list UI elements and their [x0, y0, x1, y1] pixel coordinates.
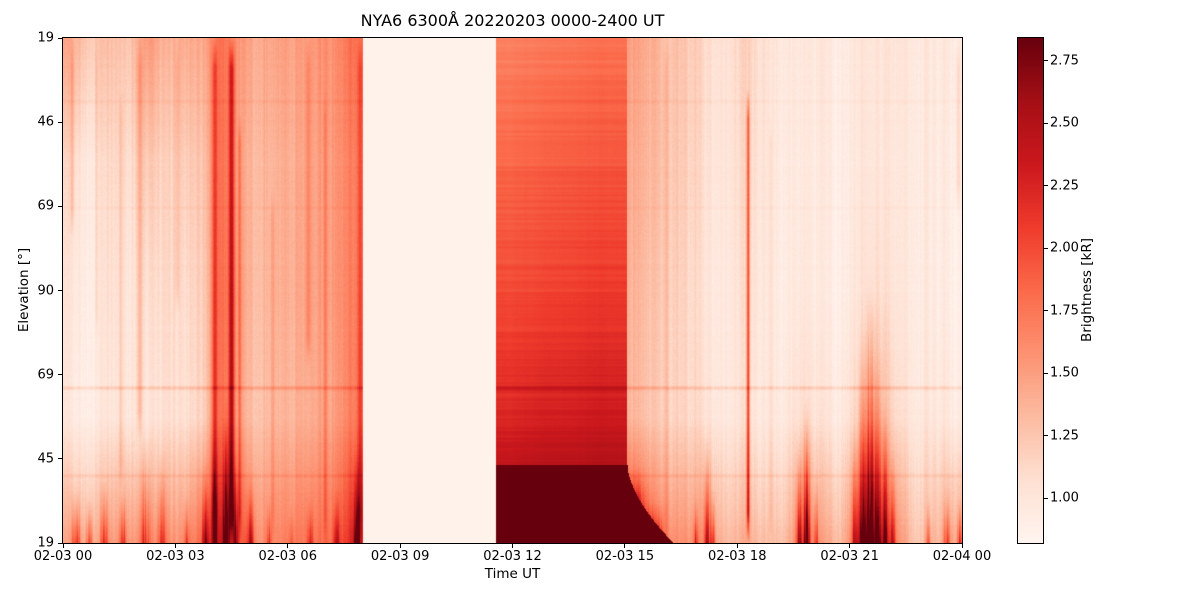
- colorbar-tick-label: 2.50: [1050, 115, 1079, 131]
- x-tick-label: 02-03 18: [708, 549, 767, 564]
- colorbar-tick-label: 1.75: [1050, 303, 1079, 318]
- y-tick-label: 19: [37, 30, 54, 46]
- colorbar-tick-label: 2.75: [1050, 53, 1079, 68]
- x-tick-mark: [399, 544, 401, 548]
- colorbar-tick-label: 2.00: [1050, 240, 1079, 256]
- colorbar-tick-label: 2.25: [1050, 178, 1079, 193]
- y-tick-mark: [58, 121, 62, 123]
- x-tick-label: 02-03 15: [595, 549, 655, 564]
- x-tick-mark: [624, 544, 626, 548]
- colorbar-tick-mark: [1044, 372, 1048, 374]
- x-tick-label: 02-03 00: [33, 549, 93, 564]
- y-tick-label: 46: [37, 114, 54, 130]
- x-tick-label: 02-03 06: [258, 549, 317, 564]
- colorbar-tick-label: 1.50: [1050, 365, 1079, 381]
- x-tick-label: 02-03 09: [370, 549, 430, 564]
- colorbar-tick-mark: [1044, 122, 1048, 124]
- colorbar-tick-mark: [1044, 185, 1048, 186]
- x-tick-label: 02-03 21: [820, 549, 879, 564]
- colorbar-tick-label: 1.25: [1050, 428, 1079, 443]
- y-tick-label: 69: [37, 198, 54, 214]
- plot-area: [62, 37, 963, 544]
- x-tick-label: 02-03 12: [483, 549, 542, 564]
- y-tick-mark: [58, 290, 62, 291]
- colorbar-label: Brightness [kR]: [1079, 238, 1095, 342]
- y-tick-mark: [58, 458, 62, 460]
- y-tick-mark: [58, 205, 62, 207]
- colorbar-tick-mark: [1044, 497, 1048, 499]
- x-tick-label: 02-04 00: [932, 549, 992, 564]
- colorbar-gradient: [1018, 38, 1043, 543]
- colorbar-tick-mark: [1044, 435, 1048, 436]
- x-tick-mark: [736, 544, 738, 548]
- x-tick-mark: [849, 544, 851, 548]
- keogram-heatmap: [63, 38, 962, 543]
- y-tick-mark: [58, 37, 62, 39]
- x-tick-mark: [62, 544, 64, 548]
- colorbar-tick-label: 1.00: [1050, 490, 1079, 506]
- x-tick-mark: [512, 544, 513, 548]
- x-axis-label: Time UT: [484, 566, 541, 582]
- colorbar-tick-mark: [1044, 247, 1048, 249]
- y-tick-label: 69: [37, 367, 54, 383]
- y-tick-label: 45: [37, 451, 54, 467]
- chart-title: NYA6 6300Å 20220203 0000-2400 UT: [360, 11, 665, 30]
- x-tick-mark: [174, 544, 176, 548]
- y-tick-label: 19: [37, 535, 54, 551]
- colorbar-tick-mark: [1044, 60, 1048, 61]
- x-tick-mark: [961, 544, 963, 548]
- colorbar-tick-mark: [1044, 310, 1048, 311]
- y-tick-mark: [58, 542, 62, 544]
- x-tick-mark: [287, 544, 289, 548]
- y-tick-label: 90: [37, 283, 54, 298]
- y-tick-mark: [58, 374, 62, 376]
- colorbar: [1017, 37, 1044, 544]
- x-tick-label: 02-03 03: [146, 549, 205, 564]
